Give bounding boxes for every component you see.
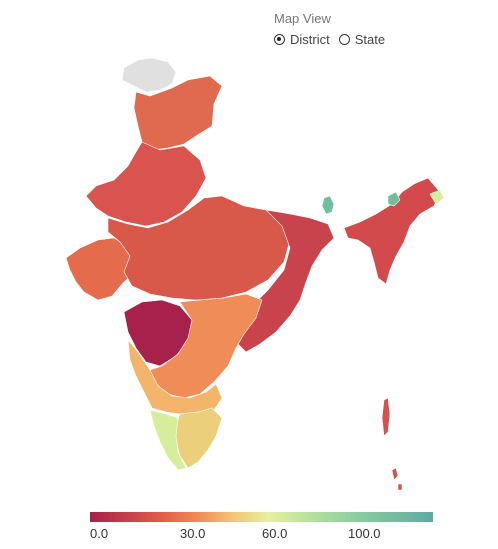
- legend-gradient-bar: [90, 512, 433, 522]
- radio-state-icon[interactable]: [338, 34, 350, 45]
- region-nicobar-islands[interactable]: [391, 467, 403, 491]
- region-sikkim[interactable]: [321, 195, 335, 215]
- legend-tick-30: 30.0: [180, 526, 206, 541]
- map-view-title: Map View: [274, 11, 331, 26]
- region-south[interactable]: [127, 339, 223, 415]
- region-arunachal-east[interactable]: [429, 189, 445, 205]
- radio-state-label: State: [354, 32, 386, 47]
- map-view-control: Map View District State: [274, 11, 394, 47]
- region-kerala[interactable]: [149, 409, 187, 471]
- radio-district[interactable]: District: [274, 32, 330, 47]
- region-arunachal-patch[interactable]: [387, 191, 401, 207]
- region-west[interactable]: [85, 141, 207, 227]
- region-tamil-nadu[interactable]: [175, 407, 223, 469]
- map-view-options: District State: [274, 32, 394, 47]
- region-deccan[interactable]: [149, 293, 263, 399]
- region-central[interactable]: [107, 195, 291, 301]
- region-east[interactable]: [235, 209, 335, 353]
- radio-district-icon[interactable]: [274, 34, 285, 45]
- region-kashmir[interactable]: [121, 57, 177, 93]
- legend-tick-60: 60.0: [262, 526, 288, 541]
- region-andaman-islands[interactable]: [381, 397, 391, 437]
- color-legend: 0.0 30.0 60.0 100.0: [90, 512, 433, 542]
- legend-tick-0: 0.0: [90, 526, 109, 541]
- legend-tick-100: 100.0: [348, 526, 381, 541]
- region-north[interactable]: [133, 75, 223, 151]
- radio-district-label: District: [290, 32, 330, 47]
- radio-state[interactable]: State: [338, 32, 386, 47]
- legend-ticks: 0.0 30.0 60.0 100.0: [90, 526, 433, 542]
